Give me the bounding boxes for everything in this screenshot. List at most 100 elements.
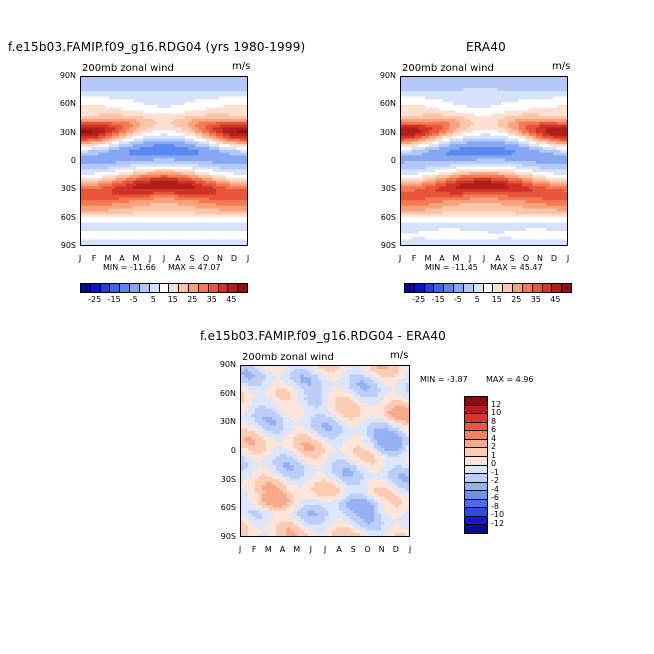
panel2-heat-cell	[553, 133, 558, 137]
panel1-heat-cell	[91, 231, 96, 235]
panel1-heat-cell	[167, 79, 172, 84]
panel2-heat-cell	[466, 138, 471, 142]
panel2-heat-cell	[484, 191, 489, 196]
panel2-heat-cell	[477, 163, 482, 168]
panel1-heat-cell	[146, 124, 151, 128]
panel1-heat-cell	[195, 133, 200, 137]
panel2-heat-cell	[463, 107, 468, 112]
panel1-heat-cell	[212, 189, 217, 193]
panel2-heat-cell	[532, 177, 537, 182]
panel1-heat-cell	[129, 239, 134, 243]
panel1-heat-cell	[191, 191, 196, 196]
panel1-heat-cell	[164, 152, 169, 156]
panel1-heat-cell	[98, 121, 103, 126]
panel2-heat-cell	[549, 79, 554, 84]
panel1-heat-cell	[188, 124, 193, 128]
panel2-heat-cell	[508, 124, 513, 128]
panel2-heat-cell	[528, 191, 534, 196]
panel2-heat-cell	[553, 124, 558, 128]
panel1-heat-cell	[146, 91, 151, 95]
panel2-heat-cell	[418, 93, 423, 98]
panel2-heat-cell	[563, 88, 567, 92]
panel2-heat-cell	[439, 105, 444, 109]
panel2-heat-cell	[556, 82, 561, 86]
panel1-heat-cell	[219, 141, 224, 145]
panel1-heat-cell	[108, 194, 113, 198]
panel2-heat-cell	[466, 130, 471, 134]
panel2-heat-cell	[425, 191, 430, 196]
panel2-heat-cell	[425, 135, 430, 140]
panel1-heat-cell	[143, 169, 148, 173]
panel2-heat-cell	[442, 149, 447, 154]
panel1-heat-cell	[170, 138, 175, 142]
panel2-heat-cell	[459, 186, 464, 190]
panel2-heat-cell	[401, 88, 406, 92]
panel1-heat-cell	[240, 130, 245, 134]
panel1-heat-cell	[240, 172, 245, 176]
panel1-heat-cell	[191, 155, 196, 159]
panel1-heat-cell	[129, 205, 134, 210]
panel2-heat-cell	[401, 161, 406, 165]
panel2-heat-cell	[466, 121, 471, 126]
panel2-heat-cell	[401, 99, 406, 103]
panel1-heat-cell	[222, 180, 227, 184]
panel1-heat-cell	[139, 138, 144, 142]
panel1-heat-cell	[160, 116, 165, 120]
panel2-heat-cell	[522, 85, 527, 89]
panel2-heat-cell	[518, 141, 523, 145]
panel1-heat-cell	[122, 121, 127, 126]
panel1-heat-cell	[184, 239, 189, 243]
panel2-heat-cell	[508, 191, 513, 196]
panel2-heat-cell	[522, 141, 527, 145]
panel1-heat-cell	[215, 155, 220, 159]
panel2-heat-cell	[556, 113, 561, 117]
panel2-heat-cell	[542, 77, 547, 81]
panel1-heat-cell	[170, 161, 175, 165]
panel2-heat-cell	[473, 144, 478, 148]
panel2-heat-cell	[487, 85, 492, 89]
panel1-heat-cell	[195, 147, 200, 151]
panel2-heat-cell	[407, 152, 412, 156]
panel1-heat-cell	[236, 77, 241, 81]
panel2-heat-cell	[463, 113, 468, 117]
panel1-heat-cell	[125, 107, 131, 112]
panel2-heat-cell	[522, 149, 527, 154]
panel1-heat-cell	[122, 130, 127, 134]
panel2-heat-cell	[484, 121, 489, 126]
panel1-heat-cell	[164, 203, 169, 207]
panel1-heat-cell	[160, 217, 165, 221]
panel2-heat-cell	[414, 102, 419, 106]
panel2-heat-cell	[407, 144, 412, 148]
panel1-heat-cell	[233, 194, 238, 198]
panel2-heat-cell	[470, 102, 475, 106]
panel2-heat-cell	[525, 186, 530, 190]
panel1-heat-cell	[236, 183, 241, 187]
panel2-heat-cell	[401, 158, 406, 162]
panel2-heat-cell	[445, 121, 451, 126]
panel1-heat-cell	[98, 116, 103, 120]
panel2-heat-cell	[456, 119, 461, 123]
panel1-heat-cell	[132, 163, 137, 168]
panel2-heat-cell	[470, 152, 475, 156]
panel1-heat-cell	[119, 105, 124, 109]
panel2-heat-cell	[407, 141, 412, 145]
panel2-heat-cell	[411, 163, 416, 168]
panel2-heat-cell	[490, 175, 495, 179]
panel2-heat-cell	[432, 163, 437, 168]
panel1-heat-cell	[129, 186, 134, 190]
panel1-heat-cell	[212, 214, 217, 218]
panel1-heat-cell	[205, 183, 210, 187]
panel2-heat-cell	[480, 127, 485, 131]
panel1-heat-cell	[195, 203, 200, 207]
panel2-heat-cell	[459, 161, 464, 165]
panel1-heat-cell	[191, 144, 196, 148]
panel2-heat-cell	[556, 172, 561, 176]
panel1-heat-cell	[87, 144, 92, 148]
panel2-heat-cell	[418, 79, 423, 84]
panel1-heat-cell	[91, 110, 96, 114]
panel1-heat-cell	[136, 138, 141, 142]
panel2-heat-cell	[473, 79, 478, 84]
panel1-heat-cell	[243, 127, 247, 131]
panel1-heat-cell	[122, 169, 127, 173]
panel2-heat-cell	[549, 172, 554, 176]
